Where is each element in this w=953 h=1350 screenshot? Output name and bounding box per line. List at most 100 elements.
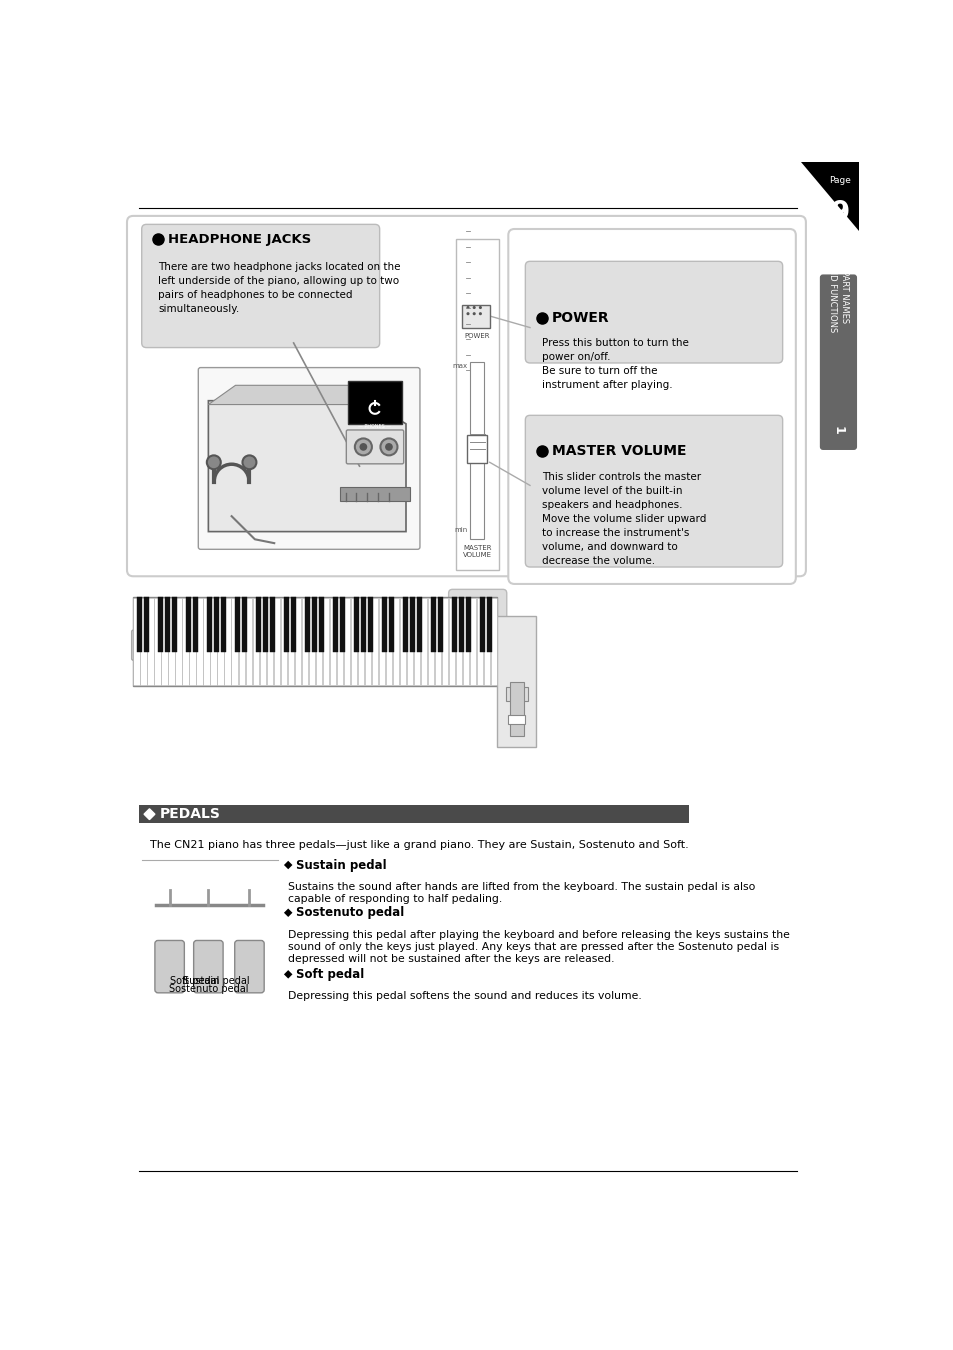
- Bar: [462, 598, 469, 684]
- Bar: [389, 597, 394, 652]
- Text: 1: 1: [831, 425, 844, 435]
- Circle shape: [472, 312, 476, 316]
- Text: PART NAMES
AND FUNCTIONS: PART NAMES AND FUNCTIONS: [827, 262, 848, 332]
- Bar: [312, 597, 316, 652]
- Bar: [140, 598, 147, 684]
- Bar: [270, 597, 274, 652]
- Bar: [203, 598, 210, 684]
- Polygon shape: [284, 861, 293, 869]
- Circle shape: [478, 312, 481, 316]
- Bar: [196, 598, 203, 684]
- Bar: [483, 598, 490, 684]
- FancyBboxPatch shape: [467, 435, 487, 463]
- Text: — PHONES —: — PHONES —: [358, 424, 391, 429]
- Text: MASTER VOLUME: MASTER VOLUME: [551, 444, 685, 458]
- FancyBboxPatch shape: [193, 941, 223, 992]
- Circle shape: [466, 312, 469, 316]
- Bar: [490, 598, 497, 684]
- Bar: [138, 805, 688, 823]
- Bar: [144, 597, 149, 652]
- Bar: [287, 598, 294, 684]
- FancyBboxPatch shape: [508, 230, 795, 585]
- FancyBboxPatch shape: [198, 367, 419, 549]
- FancyBboxPatch shape: [132, 630, 459, 660]
- Text: capable of responding to half pedaling.: capable of responding to half pedaling.: [288, 894, 502, 904]
- Bar: [487, 597, 492, 652]
- Bar: [291, 597, 295, 652]
- Bar: [137, 597, 142, 652]
- Bar: [169, 598, 174, 684]
- Bar: [211, 598, 216, 684]
- Bar: [193, 597, 198, 652]
- Bar: [224, 598, 231, 684]
- Bar: [165, 597, 170, 652]
- Polygon shape: [284, 971, 293, 979]
- Bar: [322, 598, 329, 684]
- Circle shape: [207, 455, 220, 470]
- Bar: [263, 597, 268, 652]
- Bar: [315, 598, 321, 684]
- Text: Sustain pedal: Sustain pedal: [183, 976, 249, 986]
- Text: 9: 9: [829, 198, 849, 227]
- Text: MASTER
VOLUME: MASTER VOLUME: [462, 544, 492, 558]
- Bar: [253, 598, 258, 684]
- Bar: [385, 598, 392, 684]
- FancyBboxPatch shape: [234, 941, 264, 992]
- FancyBboxPatch shape: [346, 429, 403, 464]
- Bar: [238, 598, 245, 684]
- Polygon shape: [208, 401, 406, 532]
- Bar: [399, 598, 406, 684]
- Bar: [469, 598, 476, 684]
- Text: min: min: [455, 526, 468, 533]
- FancyBboxPatch shape: [525, 262, 781, 363]
- Bar: [479, 597, 485, 652]
- Bar: [336, 598, 342, 684]
- Bar: [232, 598, 237, 684]
- Bar: [343, 598, 350, 684]
- Bar: [133, 597, 497, 686]
- Bar: [368, 597, 373, 652]
- Bar: [308, 598, 314, 684]
- Bar: [378, 598, 385, 684]
- FancyBboxPatch shape: [142, 224, 379, 347]
- Bar: [319, 597, 324, 652]
- Bar: [497, 617, 536, 747]
- Bar: [456, 598, 461, 684]
- Polygon shape: [208, 385, 394, 405]
- Bar: [414, 598, 419, 684]
- Text: max: max: [453, 363, 468, 369]
- Bar: [340, 487, 410, 501]
- Text: Soft pedal: Soft pedal: [170, 976, 219, 986]
- Text: KAWAI: KAWAI: [212, 640, 244, 651]
- Text: PEDALS: PEDALS: [159, 807, 220, 821]
- Bar: [456, 239, 498, 570]
- Bar: [466, 597, 471, 652]
- Polygon shape: [284, 909, 293, 917]
- Bar: [182, 598, 189, 684]
- Bar: [333, 597, 337, 652]
- Text: depressed will not be sustained after the keys are released.: depressed will not be sustained after th…: [288, 954, 614, 964]
- FancyBboxPatch shape: [127, 216, 805, 576]
- Polygon shape: [144, 809, 154, 819]
- Text: HEADPHONE JACKS: HEADPHONE JACKS: [168, 232, 311, 246]
- Bar: [245, 598, 252, 684]
- Bar: [266, 598, 273, 684]
- Bar: [393, 598, 398, 684]
- Bar: [133, 598, 140, 684]
- Bar: [213, 597, 219, 652]
- Bar: [148, 598, 153, 684]
- Text: Page: Page: [828, 176, 850, 185]
- Bar: [161, 598, 168, 684]
- Bar: [354, 597, 358, 652]
- Text: Press this button to turn the
power on/off.
Be sure to turn off the
instrument a: Press this button to turn the power on/o…: [541, 338, 688, 390]
- Bar: [255, 597, 261, 652]
- Text: Sostenuto pedal: Sostenuto pedal: [169, 984, 248, 994]
- Text: Sustains the sound after hands are lifted from the keyboard. The sustain pedal i: Sustains the sound after hands are lifte…: [288, 882, 755, 892]
- Bar: [190, 598, 195, 684]
- Bar: [186, 597, 191, 652]
- Bar: [221, 597, 226, 652]
- Text: Soft pedal: Soft pedal: [295, 968, 364, 981]
- Circle shape: [359, 443, 367, 451]
- Bar: [207, 597, 212, 652]
- Bar: [305, 597, 310, 652]
